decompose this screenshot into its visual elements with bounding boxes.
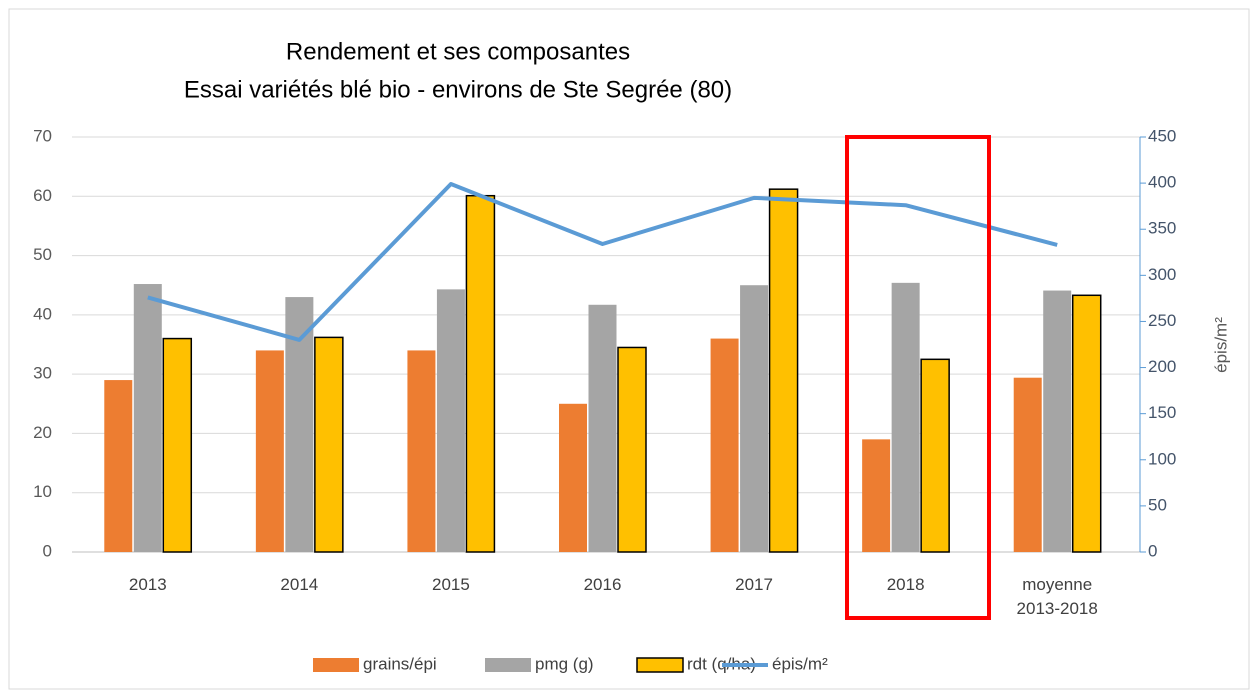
y-tick-label: 0 [43,541,52,560]
bar [104,380,133,552]
y2-tick-label: 300 [1148,265,1176,284]
legend-swatch [485,658,531,672]
bar [133,284,162,552]
y2-axis-title: épis/m² [1211,317,1230,373]
bar [255,350,284,552]
y2-tick-label: 200 [1148,357,1176,376]
chart-subtitle: Essai variétés blé bio - environs de Ste… [184,76,732,103]
bar [862,439,891,552]
legend-label: rdt (q/ha) [687,654,756,673]
bar [162,337,193,553]
y2-tick-label: 50 [1148,495,1167,514]
y-tick-label: 10 [33,482,52,501]
legend-label: pmg (g) [535,654,594,673]
legend-swatch [636,657,684,673]
x-tick-label: 2015 [432,575,470,594]
bar [891,282,920,552]
y-tick-label: 60 [33,186,52,205]
bar [768,188,799,553]
y2-tick-label: 350 [1148,219,1176,238]
x-tick-label: 2018 [886,575,925,594]
y2-tick-label: 100 [1148,449,1176,468]
y-tick-label: 40 [33,304,52,323]
y2-tick-label: 250 [1148,311,1176,330]
x-tick-label: 2013 [128,575,167,594]
bar [740,285,769,552]
bar [407,350,436,552]
y2-tick-label: 0 [1148,541,1157,560]
bar [1071,294,1102,553]
bar [1013,377,1042,552]
highlight-box [845,135,991,620]
line-series [147,182,1058,342]
bar [617,346,647,553]
x-tick-label: 2014 [280,575,319,594]
y-tick-label: 50 [33,245,52,264]
legend-label: épis/m² [772,654,828,673]
bar [314,336,344,553]
bar [436,289,465,552]
y-tick-label: 20 [33,423,52,442]
x-tick-label: 2017 [735,575,773,594]
x-tick-label: 2016 [583,575,622,594]
y2-tick-label: 150 [1148,403,1176,422]
y-tick-label: 70 [33,126,52,145]
bar [588,304,617,552]
bar [559,403,587,552]
legend-label: grains/épi [363,654,437,673]
y-tick-label: 30 [33,364,52,383]
bar [1043,290,1072,552]
x-tick-label: moyenne 2013-2018 [1016,575,1098,618]
bar [710,338,739,552]
legend-swatch [313,658,359,672]
bar [465,194,496,553]
bar [920,358,950,553]
y2-tick-label: 450 [1148,126,1176,145]
chart-title: Rendement et ses composantes [286,38,630,65]
y2-tick-label: 400 [1148,173,1176,192]
